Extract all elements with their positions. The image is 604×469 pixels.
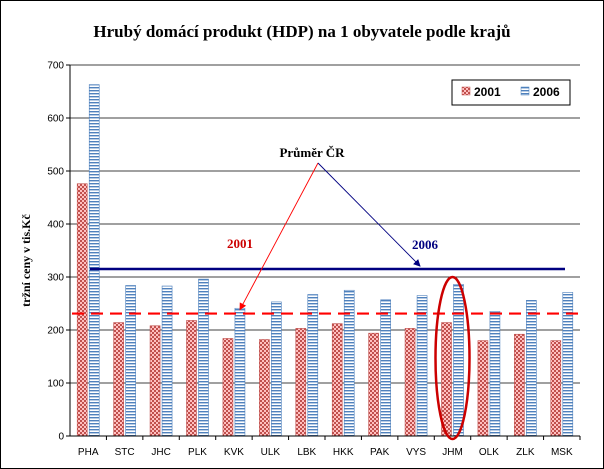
bar-2001-plk [186,320,197,437]
bar-2006-hkk [343,289,355,437]
annotation-text: Průměr ČR [279,145,345,160]
y-tick-label: 300 [47,273,64,284]
x-tick-label: PLK [188,447,207,458]
legend-label-2006: 2006 [533,85,560,99]
bar-2006-olk [489,311,501,437]
annotation-label-2001: 2001 [227,236,253,251]
bar-2006-pha [88,84,100,437]
x-tick-label: OLK [479,447,499,458]
bar-2001-jhc [149,325,161,437]
bar-2001-pak [368,332,379,437]
axes: 0 100 200 300 400 500 600 700 tržní ceny v tis.K… [19,61,581,458]
bar-2001-pha [76,183,88,437]
bar-2001-jhm [441,322,452,437]
bar-2001-vys [404,328,416,437]
x-tick-label: PAK [370,447,390,458]
arrow-2001 [239,162,319,311]
legend-swatch-2001 [461,86,471,96]
bar-2006-plk [198,278,209,437]
x-tick-label: LBK [297,447,316,458]
grid-lines [70,64,580,384]
x-tick-label: ULK [261,447,281,458]
x-tick-label: HKK [333,447,354,458]
bar-2001-ulk [259,339,270,437]
bar-2001-zlk [514,333,525,437]
y-tick-label: 500 [47,167,64,178]
bar-2001-msk [550,340,562,437]
arrow-2006 [317,162,421,267]
bar-2006-lbk [307,294,319,437]
y-tick-label: 100 [47,379,64,390]
bar-2001-lbk [295,328,307,437]
chart-title: Hrubý domácí produkt (HDP) na 1 obyvatel… [93,22,511,41]
legend-swatch-2006 [520,86,530,96]
x-tick-label: MSK [551,447,573,458]
x-tick-label: ZLK [516,447,535,458]
y-tick-label: 400 [47,220,64,231]
bar-2006-vys [416,295,428,437]
legend: 2001 2006 [451,79,571,106]
legend-box [451,79,571,106]
bar-2006-zlk [526,300,537,437]
x-tick-label: PHA [78,447,99,458]
bar-2006-ulk [271,301,282,437]
bar-2006-jhm [453,284,464,437]
bar-2006-stc [125,285,136,437]
y-tick-label: 200 [47,326,64,337]
y-tick-label: 600 [47,114,64,125]
reference-lines [72,267,585,315]
y-tick-label: 700 [47,61,64,72]
bar-2001-olk [477,340,489,437]
highlight-ellipse [434,275,471,441]
x-tick-label: JHM [442,447,463,458]
y-axis-label: tržní ceny v tis.Kč [19,214,33,307]
bar-2006-pak [380,299,391,437]
bar-2001-stc [113,322,124,437]
y-tick-label: 0 [58,432,64,443]
x-tick-label: KVK [224,447,244,458]
x-tick-label: STC [115,447,135,458]
bar-2001-hkk [331,323,343,437]
annotation-label-2006: 2006 [412,237,439,252]
legend-label-2001: 2001 [474,85,501,99]
x-tick-label: JHC [151,447,170,458]
annotations: Průměr ČR 2001 2006 [227,145,471,441]
bar-2006-jhc [161,285,173,437]
x-tick-label: VYS [406,447,426,458]
bar-2001-kvk [222,338,234,437]
bar-2006-kvk [234,307,246,437]
